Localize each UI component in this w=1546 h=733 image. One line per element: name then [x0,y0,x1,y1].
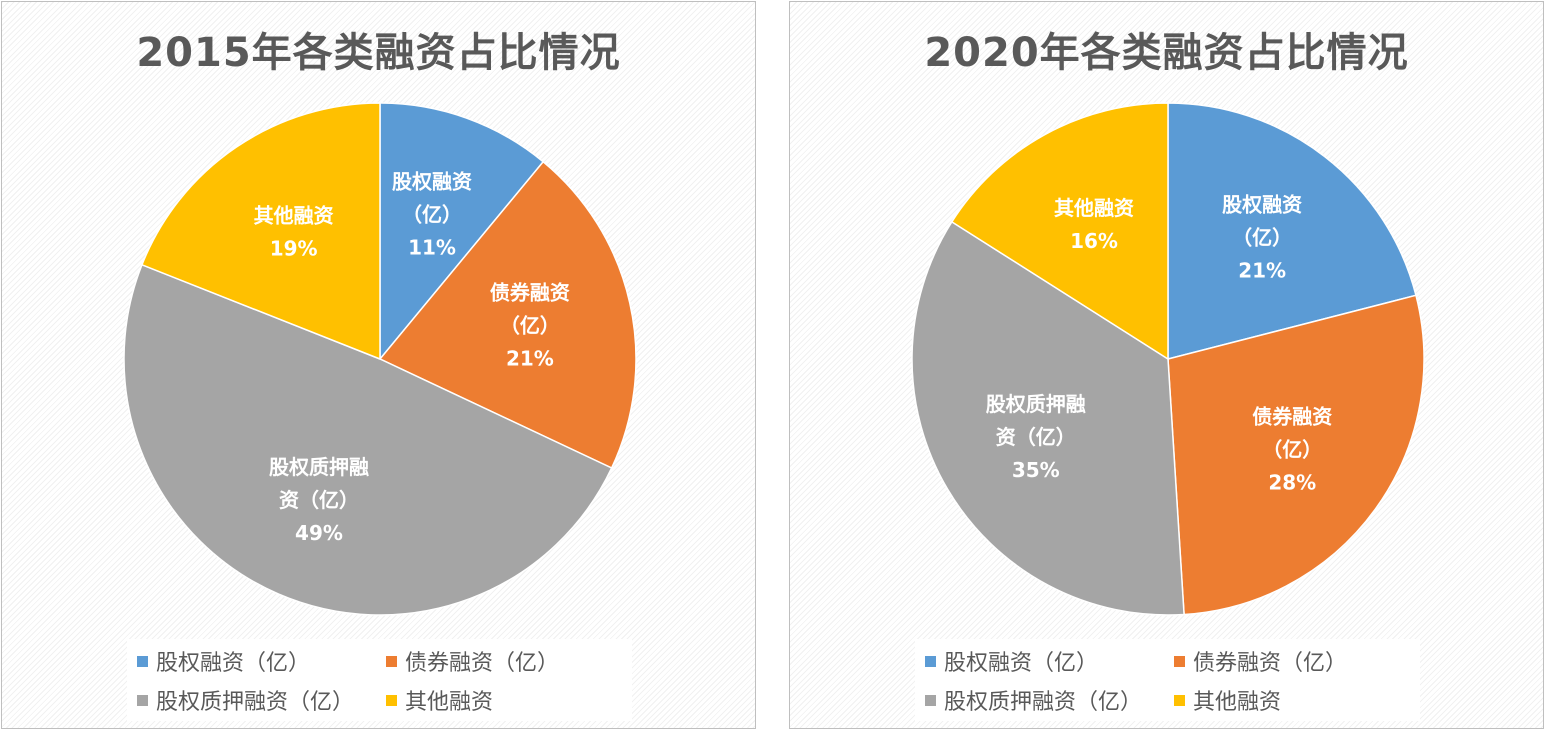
legend-item: 债券融资（亿） [1174,648,1348,676]
legend-item: 股权质押融资（亿） [925,687,1143,715]
legend-label: 股权质押融资（亿） [156,690,355,715]
legend-label: 其他融资 [405,690,494,715]
pie-slice [379,102,545,362]
legend-item: 股权融资（亿） [925,648,1099,676]
pie-slice [1167,102,1417,360]
legend-swatch [386,655,397,667]
legend-swatch [925,694,936,706]
slice-data-label: 股权融资（亿） 21% [1222,193,1302,283]
legend: 股权融资（亿） 债券融资（亿） 股权质押融资（亿） 其他融资 [127,639,632,721]
slice-data-label: 债券融资（亿） 21% [490,280,570,370]
legend-label: 其他融资 [1193,690,1282,715]
slice-data-label: 债券融资（亿） 28% [1252,404,1332,494]
slice-data-label: 股权质押融资（亿） 35% [986,392,1086,482]
pie-chart-2015: 股权融资（亿） 11%债券融资（亿） 21% 股权质押融资（亿） 49% 其他融资 19% [123,102,637,616]
legend-swatch [1174,655,1185,667]
legend: 股权融资（亿） 债券融资（亿） 股权质押融资（亿） 其他融资 [915,639,1420,721]
legend-label: 股权融资（亿） [944,651,1099,676]
legend-swatch [386,694,397,706]
legend-swatch [137,655,148,667]
legend-label: 股权融资（亿） [156,651,311,676]
pie-slice [1167,294,1425,616]
chart-panel-2020: 2020年各类融资占比情况 股权融资（亿） 21% 债券融资（亿） 28% 股权质押融资… [789,1,1544,729]
chart-title: 2020年各类融资占比情况 [924,30,1409,76]
slice-data-label: 股权质押融资（亿） 49% [269,455,369,545]
legend-item: 债券融资（亿） [386,648,560,676]
legend-item: 股权融资（亿） [137,648,311,676]
slice-data-label: 其他融资 16% [1054,196,1134,253]
pie-slice [123,263,613,616]
slice-data-label: 股权融资（亿） 11% [392,169,472,259]
pie-slice [911,220,1185,616]
legend-label: 股权质押融资（亿） [944,690,1143,715]
legend-swatch [925,655,936,667]
slice-data-label: 其他融资 19% [254,203,334,260]
pie-chart-2020: 股权融资（亿） 21% 债券融资（亿） 28% 股权质押融资（亿） 35% 其他融资 16% [911,102,1425,616]
legend-swatch [1174,694,1185,706]
legend-item: 其他融资 [386,687,494,715]
pie-slice [378,160,637,469]
pie-slice [141,102,381,361]
chart-title: 2015年各类融资占比情况 [136,30,621,76]
chart-panel-2015: 2015年各类融资占比情况 股权融资（亿） 11% 债券融资（亿） 21% 股权质押融资… [1,1,756,729]
pie-slice [950,102,1169,361]
legend-label: 债券融资（亿） [405,651,560,676]
legend-label: 债券融资（亿） [1193,651,1348,676]
legend-item: 股权质押融资（亿） [137,687,355,715]
legend-swatch [137,694,148,706]
legend-item: 其他融资 [1174,687,1282,715]
